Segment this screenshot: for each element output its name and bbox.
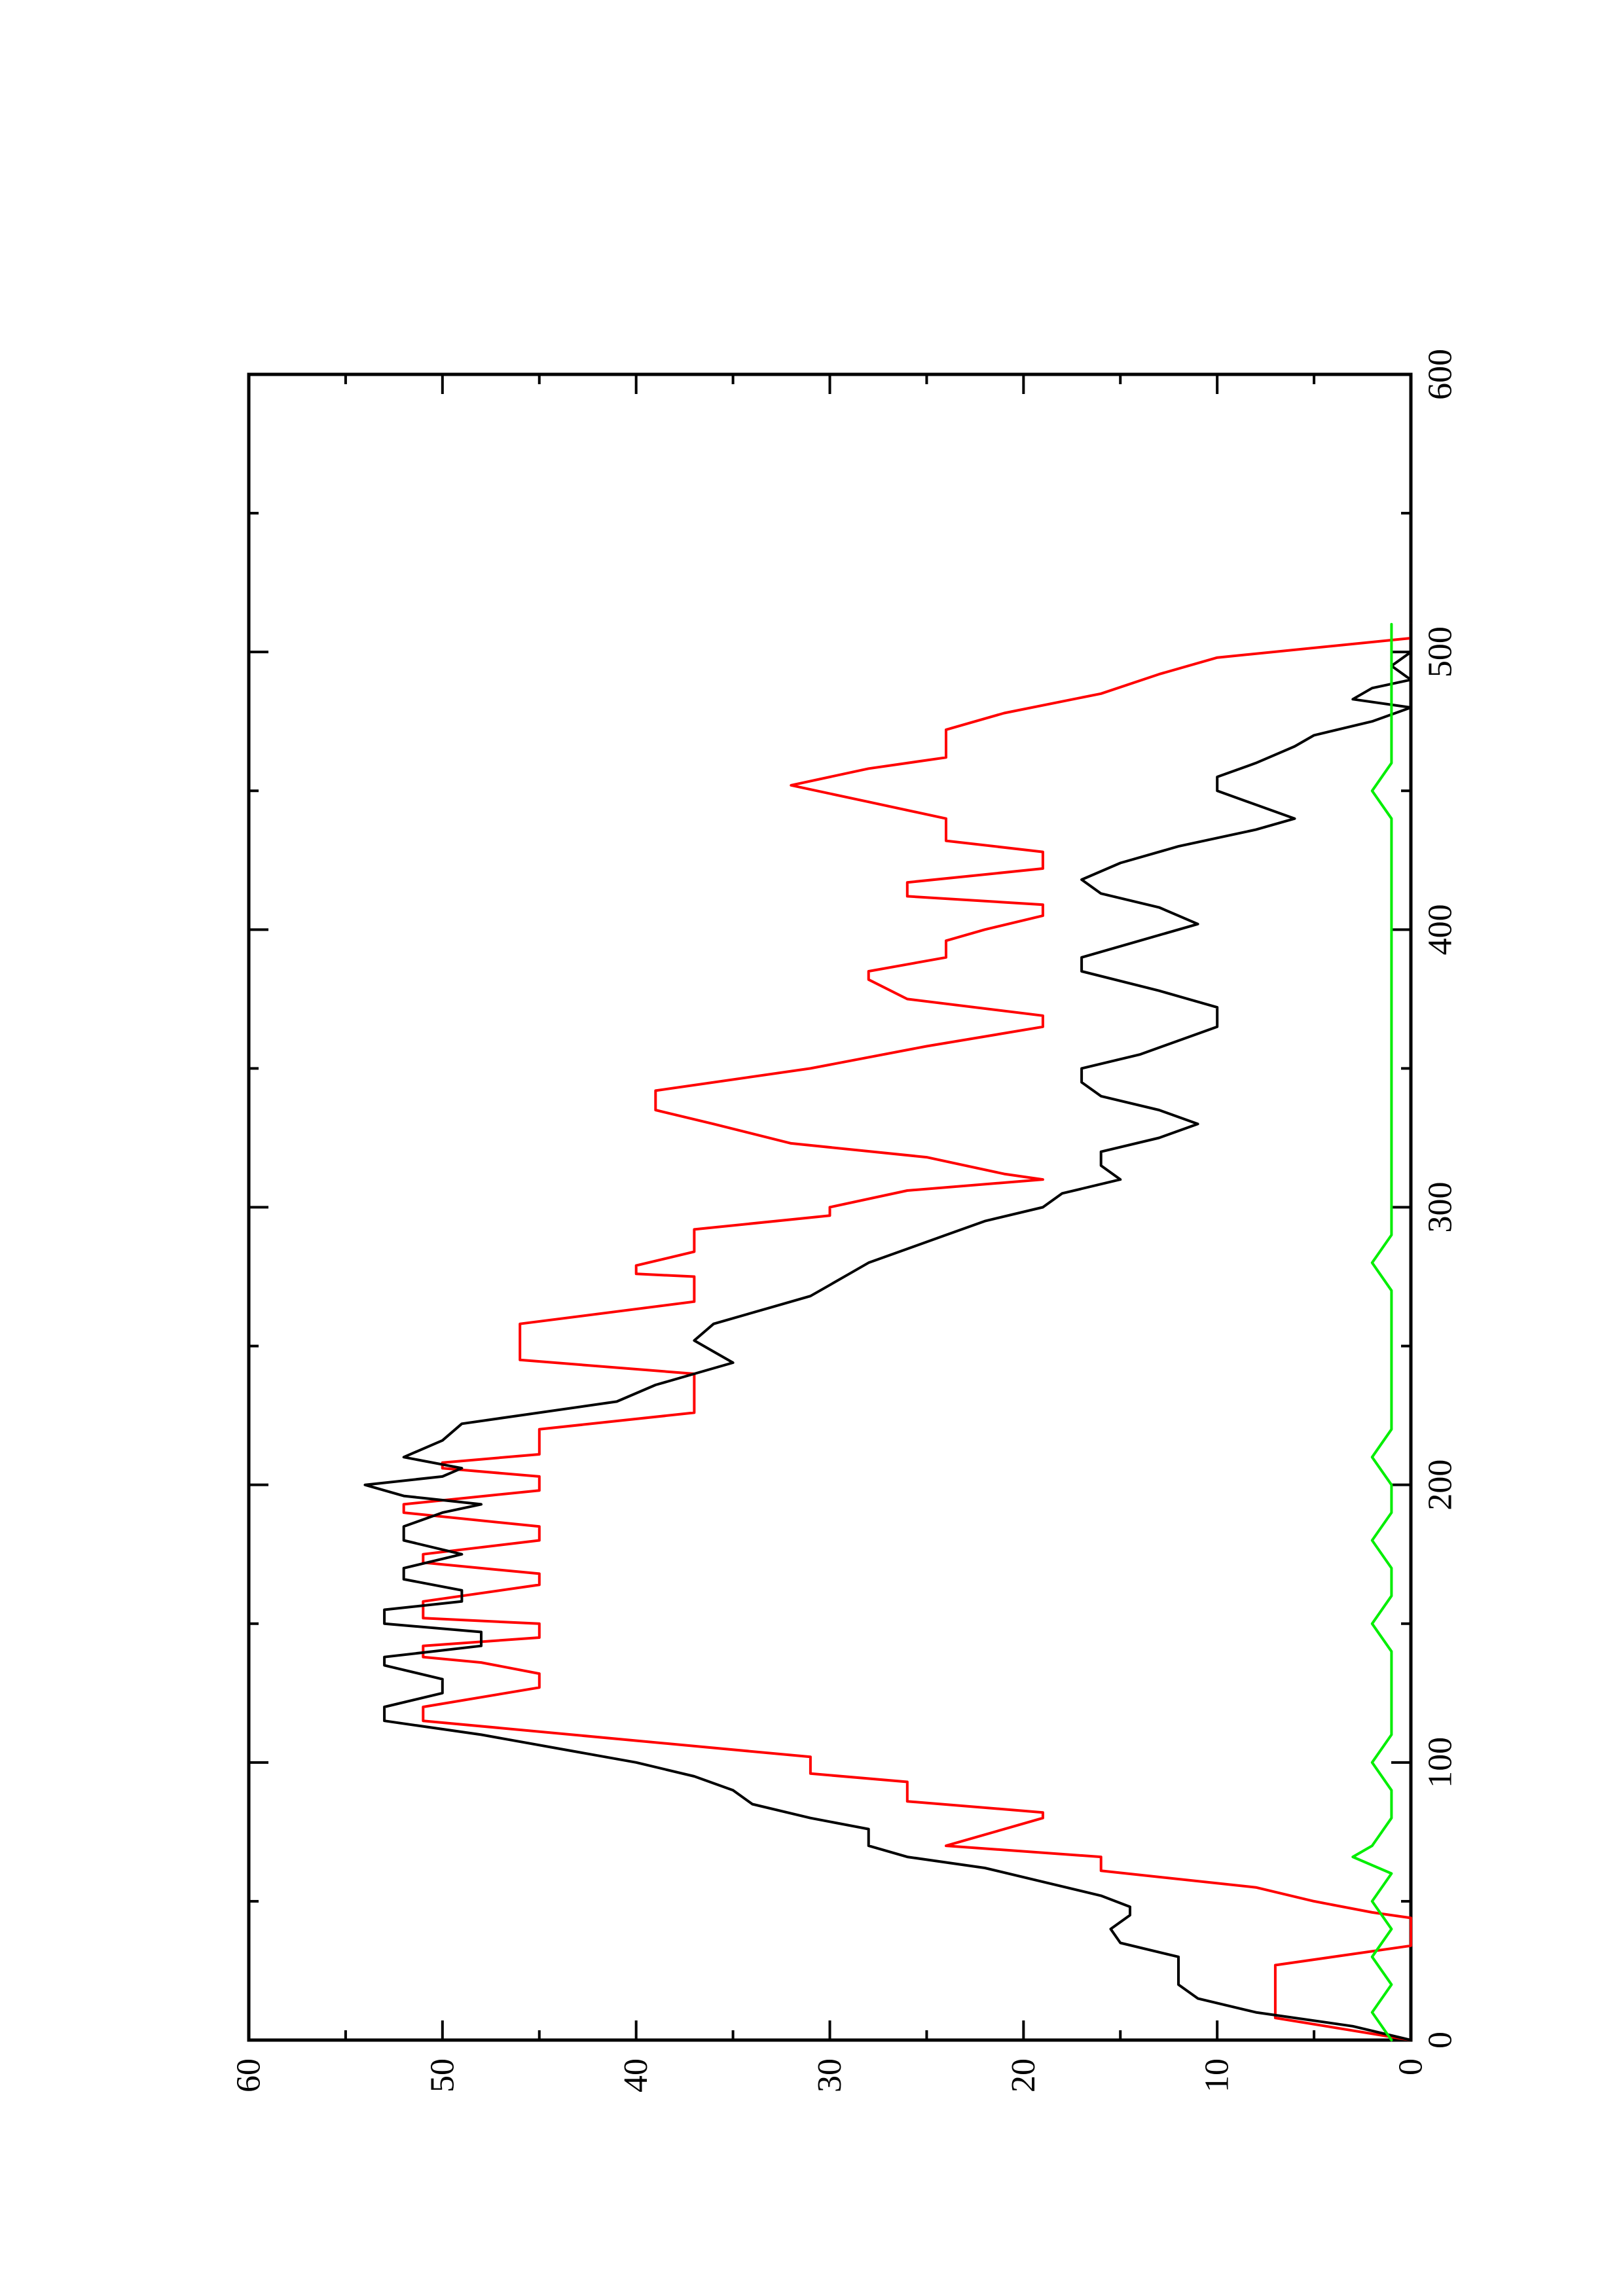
y-tick-label: 10 xyxy=(1199,2058,1236,2092)
y-tick-label: 60 xyxy=(230,2058,268,2092)
y-tick-label: 20 xyxy=(1005,2058,1042,2092)
x-tick-label: 400 xyxy=(1422,904,1459,955)
y-tick-label: 40 xyxy=(617,2058,655,2092)
x-tick-label: 0 xyxy=(1422,2032,1459,2049)
series-line-1 xyxy=(402,622,1412,2041)
tick-labels: 0 100 200 300 400 500 600 0 10 20 30 40 50 60 xyxy=(230,349,1459,2092)
series-line-2 xyxy=(363,622,1412,2041)
x-tick-label: 500 xyxy=(1422,626,1459,677)
y-tick-label: 0 xyxy=(1393,2058,1430,2075)
series-line-3 xyxy=(1351,622,1393,2041)
data-series xyxy=(363,622,1412,2041)
y-tick-label: 50 xyxy=(424,2058,461,2092)
x-tick-label: 100 xyxy=(1422,1737,1459,1788)
y-tick-label: 30 xyxy=(811,2058,848,2092)
x-tick-label: 600 xyxy=(1422,349,1459,400)
axis-ticks xyxy=(247,373,1412,2041)
x-tick-label: 200 xyxy=(1422,1460,1459,1511)
x-tick-label: 300 xyxy=(1422,1182,1459,1233)
